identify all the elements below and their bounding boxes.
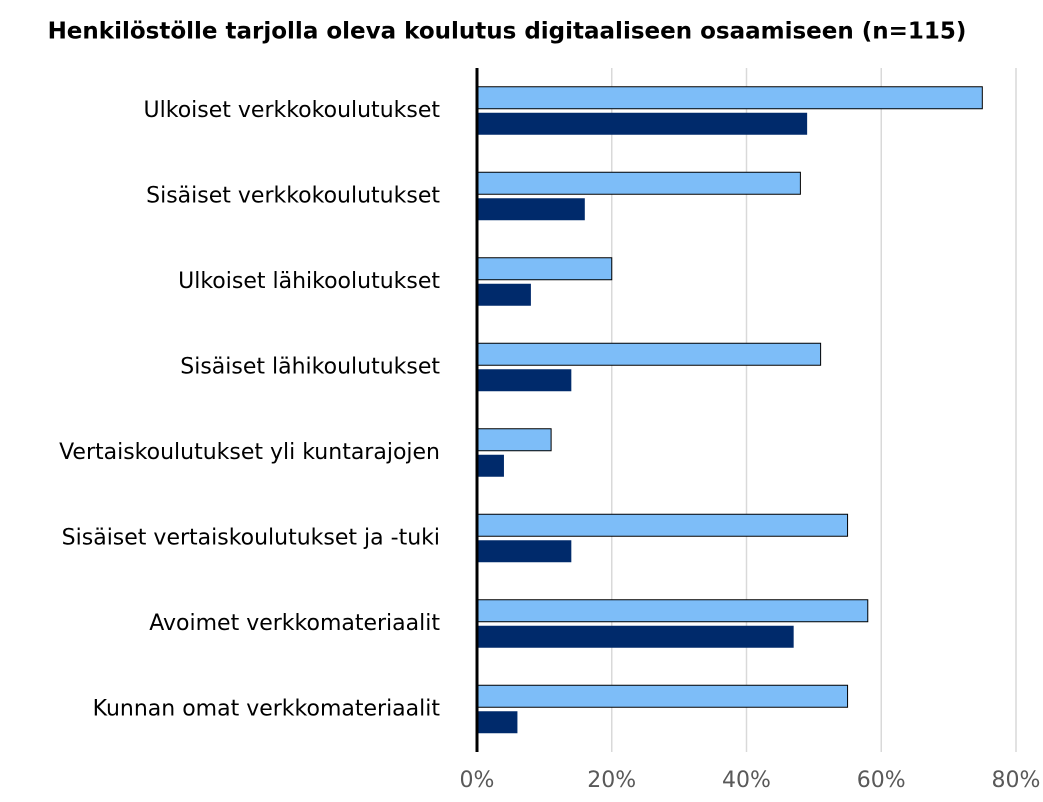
y-tick-label: Ulkoiset lähikoolutukset: [178, 269, 440, 294]
bar: [477, 454, 504, 477]
chart-title: Henkilöstölle tarjolla oleva koulutus di…: [48, 19, 967, 45]
y-tick-label: Sisäiset lähikoulutukset: [180, 354, 440, 379]
y-tick-label: Kunnan omat verkkomateriaalit: [93, 696, 441, 721]
bar: [477, 625, 794, 648]
bar: [476, 86, 983, 110]
x-tick-label: 20%: [587, 768, 636, 793]
bar: [477, 711, 518, 734]
bar: [477, 369, 572, 392]
y-tick-label: Avoimet verkkomateriaalit: [149, 611, 440, 636]
y-tick-label: Ulkoiset verkkokoulutukset: [144, 98, 441, 123]
x-tick-label: 80%: [992, 768, 1041, 793]
bar: [476, 171, 801, 195]
bar: [476, 684, 849, 708]
x-tick-label: 40%: [722, 768, 771, 793]
bar: [477, 112, 808, 135]
bar: [477, 540, 572, 563]
bar: [476, 342, 822, 366]
bar: [477, 198, 585, 221]
y-tick-label: Vertaiskoulutukset yli kuntarajojen: [59, 440, 440, 465]
bar: [476, 428, 552, 452]
x-tick-label: 60%: [857, 768, 906, 793]
bar: [477, 283, 531, 306]
y-tick-label: Sisäiset verkkokoulutukset: [146, 183, 440, 208]
y-tick-label: Sisäiset vertaiskoulutukset ja -tuki: [62, 525, 440, 550]
bar: [476, 599, 869, 623]
bar: [476, 513, 849, 537]
bar: [476, 257, 613, 281]
x-tick-label: 0%: [460, 768, 495, 793]
